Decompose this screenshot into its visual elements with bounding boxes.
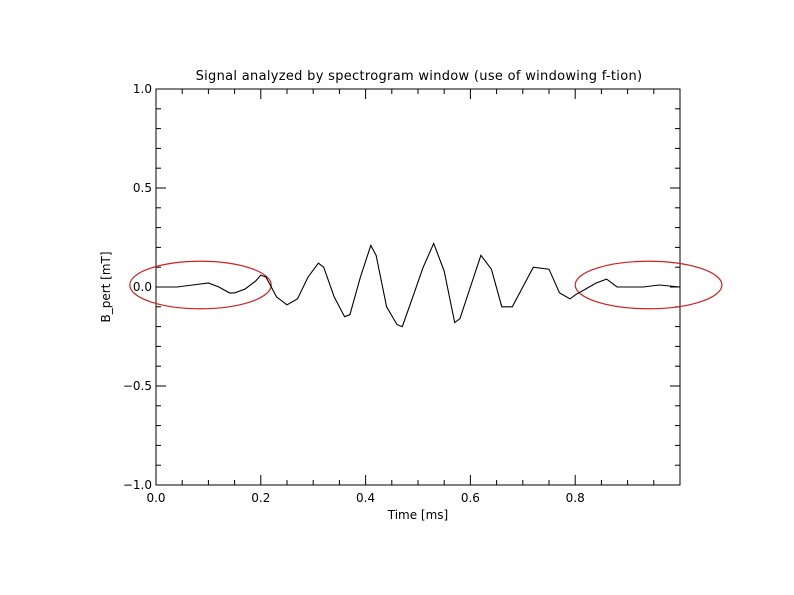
- x-tick-label: 0.6: [461, 491, 480, 505]
- chart-title: Signal analyzed by spectrogram window (u…: [196, 69, 643, 84]
- y-tick-label: −1.0: [123, 478, 152, 492]
- plot-frame: [155, 88, 681, 486]
- signal-line: [156, 241, 681, 328]
- y-tick-label: −0.5: [123, 379, 152, 393]
- x-tick-label: 0.8: [566, 491, 585, 505]
- x-tick-label: 0.4: [356, 491, 375, 505]
- y-tick-label: 1.0: [133, 82, 152, 96]
- highlight-ellipse: [574, 260, 723, 310]
- tick-group: 0.0 0.2 0.4 0.6 0.8 −1.0 −0.5 0.0 0.5 1.0: [123, 82, 680, 505]
- x-axis-label: Time [ms]: [387, 508, 449, 522]
- x-tick-label: 0.2: [251, 491, 270, 505]
- series-group: [156, 241, 681, 328]
- y-tick-label: 0.0: [133, 280, 152, 294]
- y-tick-label: 0.5: [133, 181, 152, 195]
- highlight-ellipse: [129, 260, 272, 310]
- y-axis-label: B_pert [mT]: [99, 251, 113, 322]
- x-tick-label: 0.0: [146, 491, 165, 505]
- annotation-group: [129, 260, 723, 310]
